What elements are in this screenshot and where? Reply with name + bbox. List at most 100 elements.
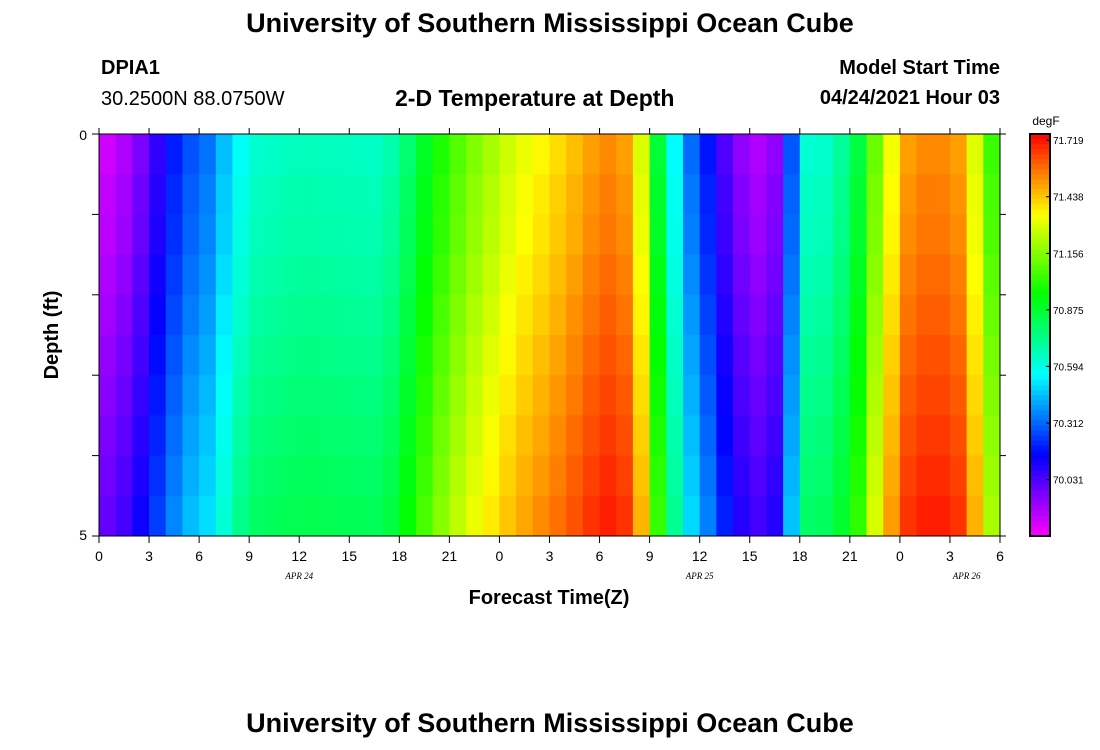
colorbar-band — [1030, 229, 1050, 236]
colorbar-band — [1030, 189, 1050, 195]
page-title: University of Southern Mississippi Ocean… — [246, 8, 854, 38]
heatmap-cell — [632, 294, 651, 336]
heatmap-cell — [449, 335, 467, 376]
heatmap-cell — [849, 174, 868, 215]
x-tick-label: 0 — [496, 548, 504, 564]
heatmap-cell — [766, 174, 784, 215]
heatmap-cell — [132, 214, 150, 256]
heatmap-cell — [516, 214, 534, 256]
heatmap-cell — [682, 254, 701, 296]
heatmap-cell — [899, 455, 918, 497]
heatmap-cell — [382, 214, 400, 256]
colorbar-band — [1030, 385, 1050, 391]
heatmap-cell — [282, 495, 300, 536]
heatmap-cell — [866, 214, 884, 256]
heatmap-cell — [332, 254, 350, 296]
heatmap-cell — [315, 495, 334, 536]
heatmap-cell — [349, 254, 367, 296]
heatmap-cell — [399, 254, 417, 296]
colorbar-frame — [1029, 133, 1051, 537]
x-axis: 0 3 6 9 12 15 18 21 0 3 6 9 12 15 18 21 0 3 6 APR 24 APR 25 A… — [95, 128, 1004, 581]
heatmap-cell — [149, 455, 167, 497]
colorbar-band — [1030, 400, 1050, 406]
heatmap-cell — [482, 294, 501, 336]
colorbar-band — [1030, 505, 1050, 512]
heatmap-cell — [916, 335, 934, 376]
colorbar-band — [1030, 139, 1050, 145]
heatmap-cell — [416, 415, 434, 457]
heatmap-cell — [916, 294, 934, 336]
x-tick-label: 3 — [546, 548, 554, 564]
colorbar-band — [1030, 430, 1050, 437]
heatmap-cell — [499, 495, 517, 536]
heatmap-cell — [532, 174, 551, 215]
heatmap-cell — [265, 134, 284, 175]
colorbar-gradient — [1030, 134, 1050, 537]
heatmap-cell — [616, 415, 634, 457]
heatmap-cell — [532, 335, 551, 376]
heatmap-cell — [616, 455, 634, 497]
heatmap-cell — [749, 254, 768, 296]
heatmap-cell — [966, 455, 984, 497]
heatmap-cell — [332, 455, 350, 497]
heatmap-cell — [866, 415, 884, 457]
heatmap-cell — [115, 415, 133, 457]
colorbar-band — [1030, 309, 1050, 316]
heatmap-cell — [99, 455, 117, 497]
heatmap-cell — [416, 375, 434, 416]
colorbar-band — [1030, 134, 1050, 140]
heatmap-cell — [399, 174, 417, 215]
heatmap-cell — [632, 415, 651, 457]
heatmap-cell — [666, 214, 684, 256]
heatmap-cell — [265, 455, 284, 497]
heatmap-cell — [766, 415, 784, 457]
heatmap-cell — [883, 415, 901, 457]
heatmap-cell — [916, 415, 934, 457]
heatmap-cell — [916, 134, 934, 175]
heatmap-cell — [516, 294, 534, 336]
colorbar-band — [1030, 144, 1050, 150]
heatmap-cell — [315, 375, 334, 416]
heatmap-cell — [983, 134, 1000, 175]
heatmap-cell — [949, 214, 968, 256]
heatmap-cell — [249, 455, 267, 497]
heatmap-cell — [349, 134, 367, 175]
colorbar-band — [1030, 234, 1050, 241]
heatmap-cell — [666, 335, 684, 376]
heatmap-cell — [182, 294, 200, 336]
heatmap-cell — [566, 335, 584, 376]
x-tick-label: 15 — [341, 548, 357, 564]
heatmap-cell — [632, 134, 651, 175]
heatmap-cell — [532, 415, 551, 457]
colorbar-band — [1030, 405, 1050, 411]
heatmap-cell — [199, 174, 217, 215]
heatmap-cell — [516, 415, 534, 457]
colorbar-band — [1030, 149, 1050, 155]
heatmap-cell — [716, 375, 734, 416]
heatmap-cell — [566, 495, 584, 536]
heatmap-cell — [499, 254, 517, 296]
heatmap-cell — [232, 415, 250, 457]
heatmap-cell — [933, 294, 951, 336]
heatmap-cell — [566, 254, 584, 296]
heatmap-cell — [199, 415, 217, 457]
heatmap-cell — [833, 415, 851, 457]
heatmap-cell — [165, 495, 184, 536]
colorbar-band — [1030, 460, 1050, 467]
heatmap-cell — [466, 134, 484, 175]
heatmap-cell — [282, 214, 300, 256]
heatmap-cell — [682, 214, 701, 256]
heatmap-cell — [282, 254, 300, 296]
heatmap-cell — [933, 254, 951, 296]
heatmap-cell — [399, 455, 417, 497]
heatmap-cell — [282, 174, 300, 215]
heatmap-cell — [699, 214, 717, 256]
heatmap-cell — [649, 294, 667, 336]
heatmap-cell — [199, 254, 217, 296]
heatmap-cell — [883, 174, 901, 215]
colorbar-band — [1030, 269, 1050, 276]
heatmap-cell — [416, 134, 434, 175]
heatmap-cell — [365, 455, 384, 497]
heatmap-cell — [682, 455, 701, 497]
